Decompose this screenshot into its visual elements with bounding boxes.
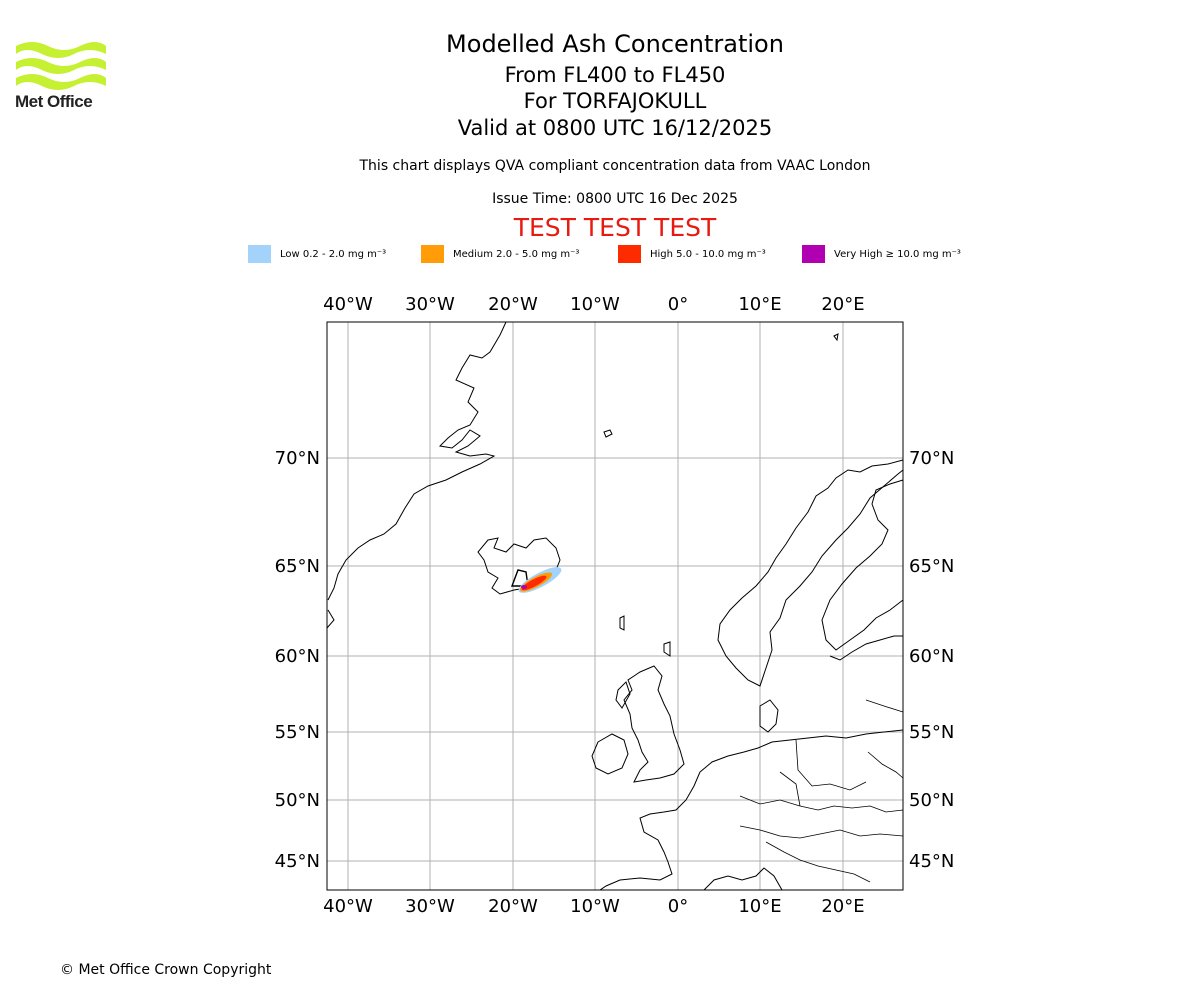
map-frame <box>326 321 904 891</box>
legend-swatch-high <box>618 245 641 263</box>
lat-label-left: 70°N <box>275 448 320 469</box>
legend-item-medium: Medium 2.0 - 5.0 mg m⁻³ <box>421 244 579 264</box>
legend-label-low: Low 0.2 - 2.0 mg m⁻³ <box>280 248 387 260</box>
lon-label-bottom: 40°W <box>323 896 373 917</box>
chart-description: This chart displays QVA compliant concen… <box>359 158 871 174</box>
lon-label-top: 20°W <box>488 294 538 315</box>
met-office-logo <box>16 42 106 90</box>
lat-label-left: 60°N <box>275 646 320 667</box>
lat-label-left: 50°N <box>275 790 320 811</box>
lat-label-left: 65°N <box>275 556 320 577</box>
volcano-name: For TORFAJOKULL <box>523 89 707 113</box>
lat-label-right: 50°N <box>909 790 954 811</box>
lat-label-right: 70°N <box>909 448 954 469</box>
lat-label-right: 55°N <box>909 722 954 743</box>
lon-label-bottom: 30°W <box>405 896 455 917</box>
lat-label-left: 55°N <box>275 722 320 743</box>
legend-item-low: Low 0.2 - 2.0 mg m⁻³ <box>248 244 386 264</box>
lat-label-right: 65°N <box>909 556 954 577</box>
lon-label-bottom: 10°E <box>738 896 781 917</box>
lat-label-left: 45°N <box>275 851 320 872</box>
legend-label-very-high: Very High ≥ 10.0 mg m⁻³ <box>834 248 961 260</box>
lon-label-top: 20°E <box>821 294 864 315</box>
lat-label-right: 45°N <box>909 851 954 872</box>
legend-item-very-high: Very High ≥ 10.0 mg m⁻³ <box>802 244 961 264</box>
legend-swatch-low <box>248 245 271 263</box>
lon-label-top: 10°E <box>738 294 781 315</box>
lon-label-bottom: 0° <box>668 896 688 917</box>
lon-label-bottom: 20°W <box>488 896 538 917</box>
legend-item-high: High 5.0 - 10.0 mg m⁻³ <box>618 244 766 264</box>
lon-label-top: 40°W <box>323 294 373 315</box>
legend-label-medium: Medium 2.0 - 5.0 mg m⁻³ <box>453 248 580 260</box>
logo-text: Met Office <box>15 92 93 111</box>
coastlines <box>326 321 904 891</box>
ash-plume <box>518 567 562 593</box>
lon-label-top: 30°W <box>405 294 455 315</box>
legend-label-high: High 5.0 - 10.0 mg m⁻³ <box>650 248 766 260</box>
graticule <box>327 322 903 890</box>
flight-levels: From FL400 to FL450 <box>504 63 726 87</box>
lon-label-top: 0° <box>668 294 688 315</box>
copyright-notice: © Met Office Crown Copyright <box>60 962 272 978</box>
lon-label-top: 10°W <box>570 294 620 315</box>
legend-swatch-medium <box>421 245 444 263</box>
lat-label-right: 60°N <box>909 646 954 667</box>
lon-label-bottom: 20°E <box>821 896 864 917</box>
issue-time: Issue Time: 0800 UTC 16 Dec 2025 <box>492 191 738 207</box>
chart-title: Modelled Ash Concentration <box>446 30 784 58</box>
legend-swatch-very-high <box>802 245 825 263</box>
test-banner: TEST TEST TEST <box>513 213 717 242</box>
lon-label-bottom: 10°W <box>570 896 620 917</box>
valid-time: Valid at 0800 UTC 16/12/2025 <box>457 116 773 140</box>
